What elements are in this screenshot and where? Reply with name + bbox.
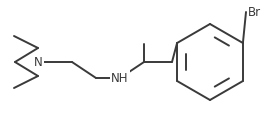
Text: N: N (34, 55, 43, 69)
Text: Br: Br (248, 6, 261, 18)
Text: NH: NH (111, 72, 129, 84)
